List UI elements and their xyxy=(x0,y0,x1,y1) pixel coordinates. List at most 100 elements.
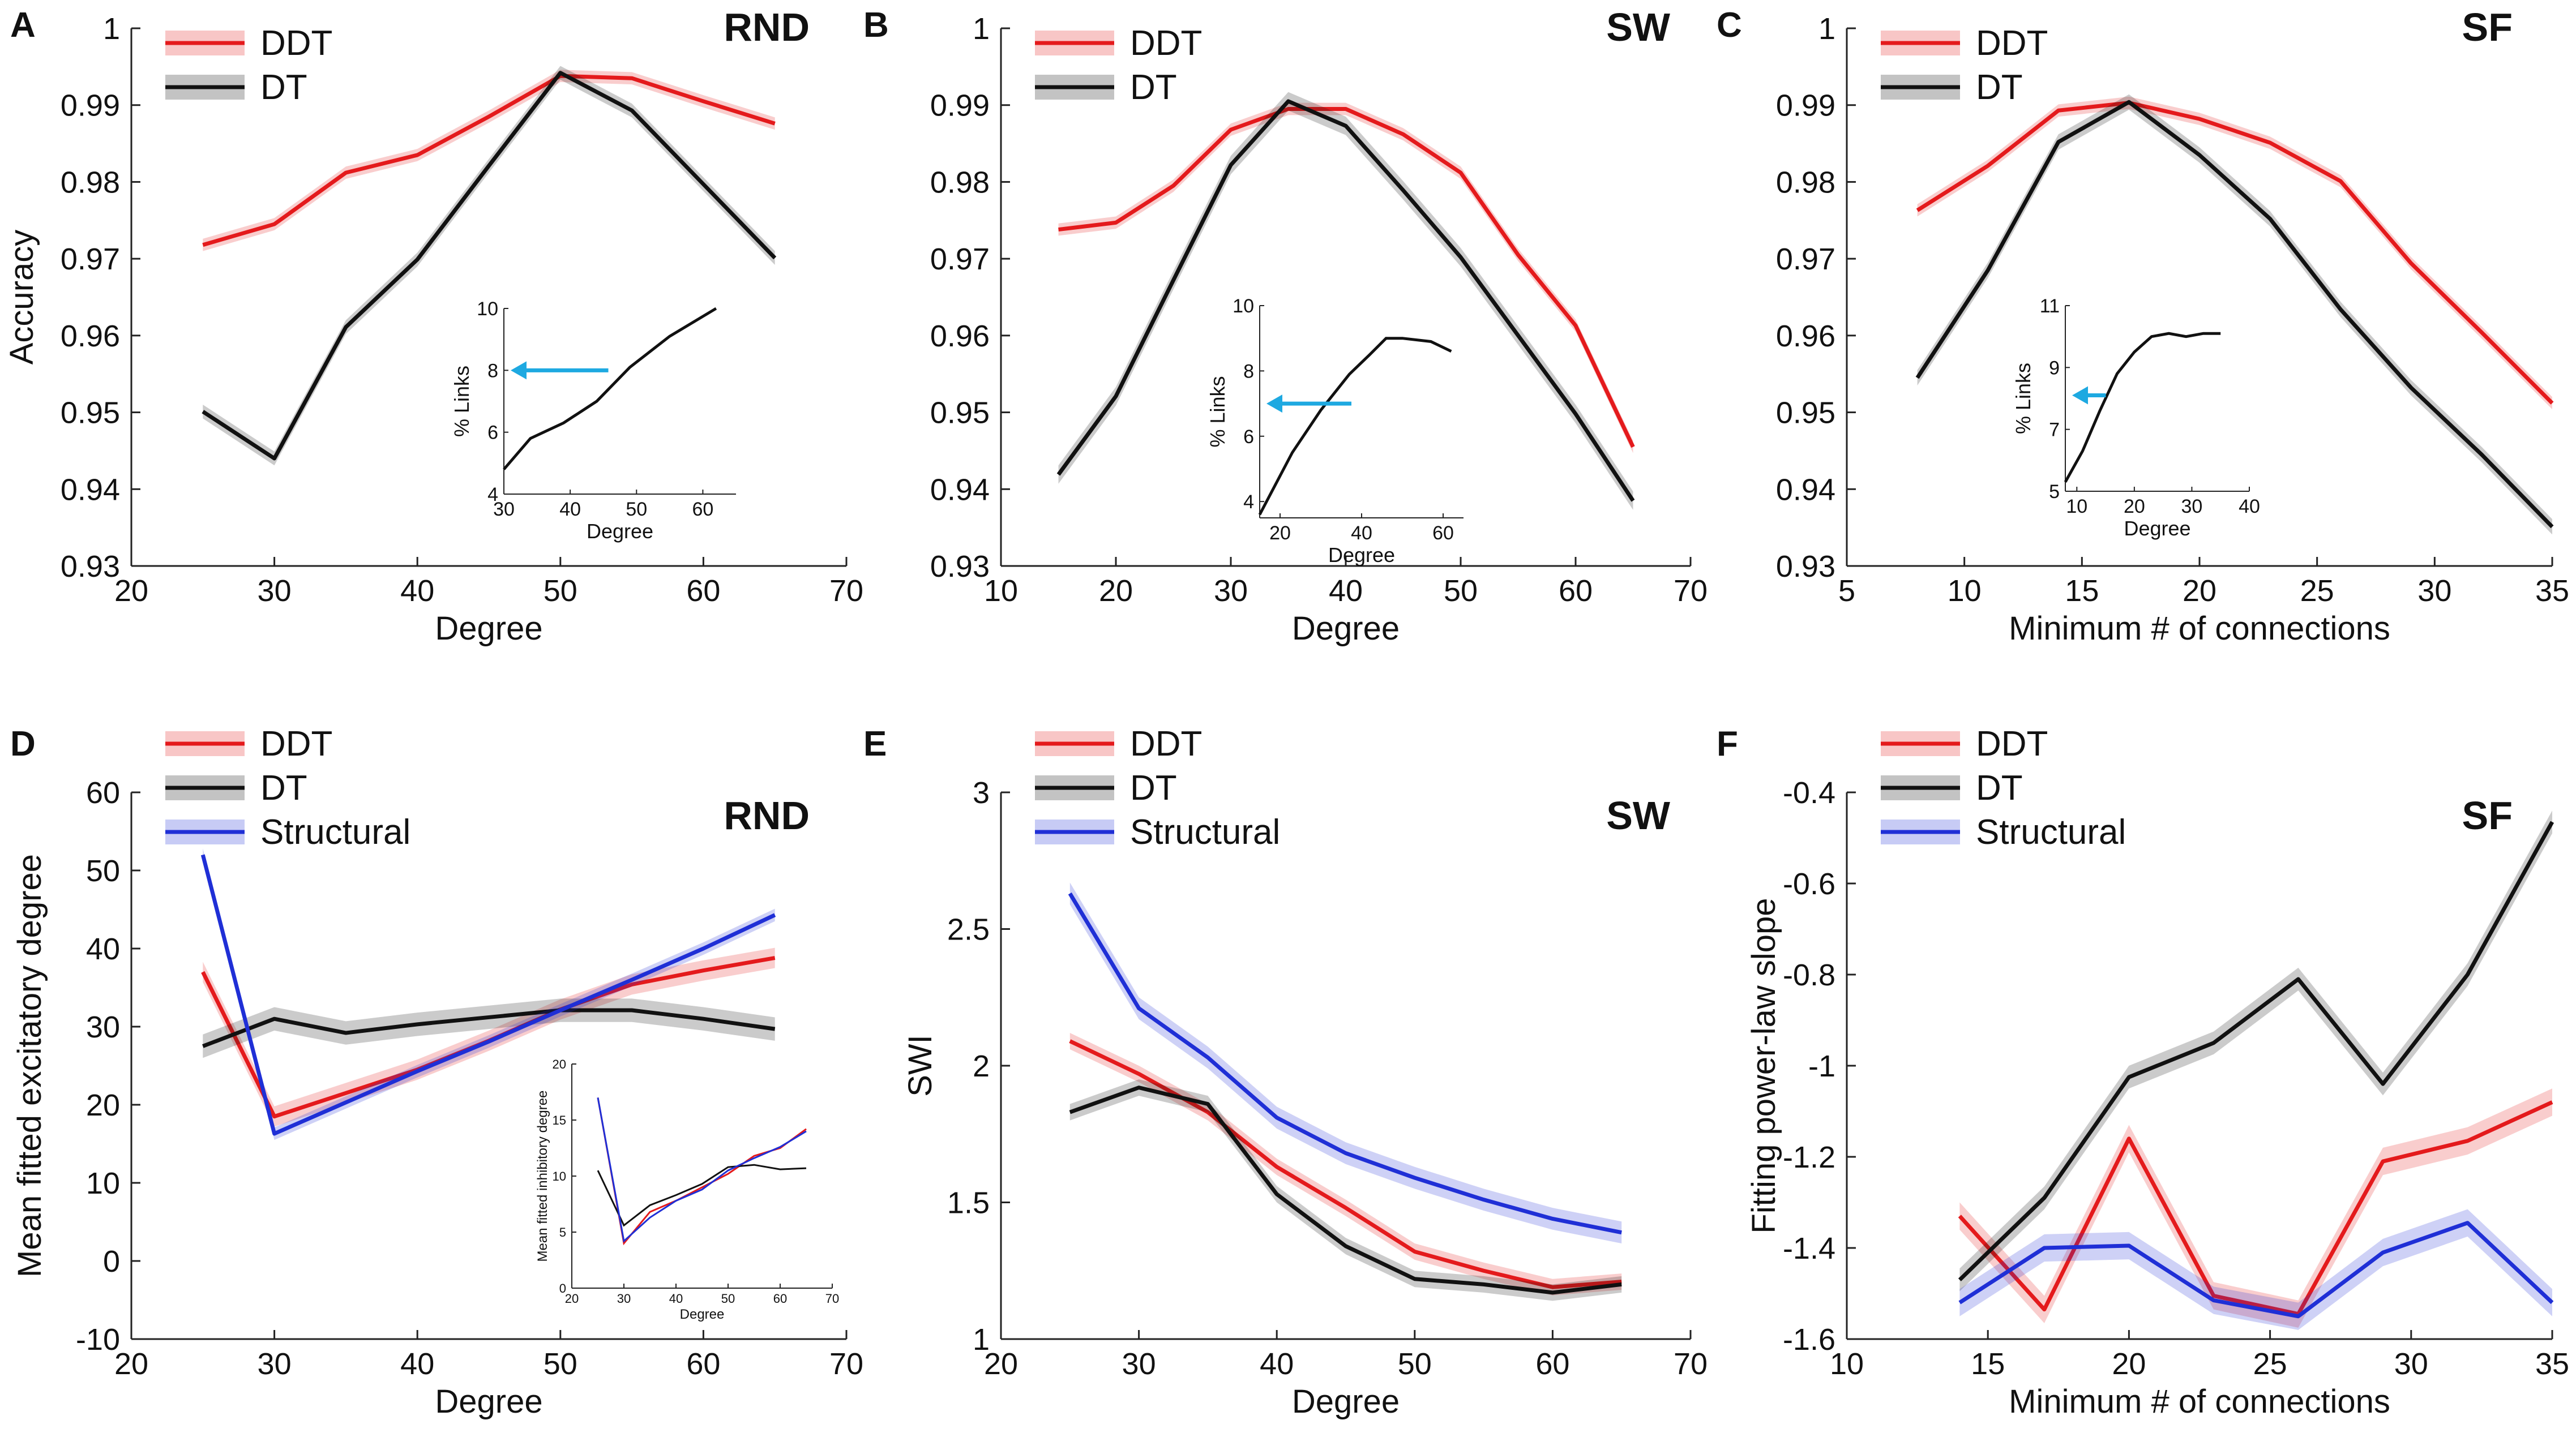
legend-label-ddt: DDT xyxy=(1130,724,1202,763)
x-tick-label: 10 xyxy=(1948,574,1982,608)
inset-x-tick-label: 20 xyxy=(2124,496,2145,517)
y-tick-label: 0.93 xyxy=(1776,550,1835,584)
x-tick-label: 60 xyxy=(686,1347,720,1381)
inset-x-tick-label: 60 xyxy=(773,1292,787,1306)
legend-label-dt: DT xyxy=(260,769,307,808)
y-tick-label: 40 xyxy=(86,932,120,966)
legend-label-dt: DT xyxy=(1130,68,1177,107)
y-tick-label: 50 xyxy=(86,854,120,888)
y-tick-label: 0 xyxy=(103,1245,120,1279)
inset-y-tick-label: 6 xyxy=(1243,426,1254,448)
series-line-dt xyxy=(1958,821,2554,1281)
x-tick-label: 30 xyxy=(2394,1347,2428,1381)
x-tick-label: 25 xyxy=(2253,1347,2287,1381)
panel-letter: F xyxy=(1717,724,1738,763)
panel-letter: C xyxy=(1717,6,1742,45)
y-tick-label: -0.8 xyxy=(1783,958,1835,992)
inset-x-tick-label: 20 xyxy=(1269,522,1291,544)
series-line-structural xyxy=(1068,892,1622,1235)
inset-links-line xyxy=(1258,337,1452,516)
network-type-label: SW xyxy=(1606,793,1670,838)
legend-label-ddt: DDT xyxy=(1130,24,1202,63)
x-tick-label: 20 xyxy=(114,574,148,608)
y-axis-label: SWI xyxy=(902,1035,939,1097)
x-tick-label: 15 xyxy=(1971,1347,2005,1381)
y-tick-label: 10 xyxy=(86,1166,120,1200)
x-tick-label: 20 xyxy=(114,1347,148,1381)
inset-y-axis-label: Mean fitted inhibitory degree xyxy=(535,1091,550,1262)
x-tick-label: 40 xyxy=(400,574,434,608)
x-tick-label: 50 xyxy=(544,1347,577,1381)
inset-chart: 20 30 40 50 60 70 0 5 10 15 20 Degree Mean fitted in… xyxy=(535,1057,839,1322)
x-tick-label: 60 xyxy=(686,574,720,608)
inset-y-tick-label: 5 xyxy=(2049,481,2060,503)
inset-y-tick-label: 5 xyxy=(559,1225,566,1239)
y-tick-label: 0.98 xyxy=(930,165,990,199)
network-type-label: SF xyxy=(2462,793,2513,838)
y-tick-label: 0.97 xyxy=(930,242,990,276)
inset-y-tick-label: 6 xyxy=(487,422,498,444)
y-tick-label: 1 xyxy=(1818,12,1835,46)
inset-y-tick-label: 20 xyxy=(553,1057,566,1071)
inset-y-axis-label: % Links xyxy=(1206,376,1229,447)
y-tick-label: 1 xyxy=(973,12,990,46)
legend-label-dt: DT xyxy=(1976,68,2023,107)
inset-background xyxy=(572,1064,832,1288)
inset-x-tick-label: 40 xyxy=(559,499,581,520)
panel-B: B SW 10 20 30 40 50 60 70 0.93 0.94 0.95 0.96 0.97 0.9… xyxy=(863,5,1708,647)
y-tick-label: 0.96 xyxy=(930,319,990,353)
y-tick-label: 0.98 xyxy=(61,165,120,199)
legend-label-dt: DT xyxy=(1976,769,2023,808)
network-type-label: RND xyxy=(724,5,810,49)
x-tick-label: 15 xyxy=(2065,574,2099,608)
panel-F: F SF 10 15 20 25 30 35 -1.6 -1.4 -1.2 -1 -0.8 -0.6 -0.… xyxy=(1717,724,2569,1420)
x-tick-label: 50 xyxy=(1444,574,1478,608)
y-tick-label: 0.94 xyxy=(61,473,120,507)
x-axis-label: Degree xyxy=(1292,1383,1400,1420)
x-tick-label: 20 xyxy=(2112,1347,2146,1381)
series-band-structural xyxy=(1069,882,1622,1243)
x-tick-label: 30 xyxy=(258,1347,292,1381)
y-tick-label: 2 xyxy=(973,1049,990,1083)
y-tick-label: -1.4 xyxy=(1783,1232,1835,1265)
y-tick-label: 3 xyxy=(973,776,990,810)
y-tick-label: 0.93 xyxy=(930,550,990,584)
inset-background xyxy=(2065,306,2249,491)
y-tick-label: -1.6 xyxy=(1783,1323,1835,1357)
legend-label-structural: Structural xyxy=(260,813,410,852)
y-tick-label: 0.94 xyxy=(1776,473,1835,507)
inset-y-tick-label: 10 xyxy=(1233,295,1254,317)
inset-x-tick-label: 20 xyxy=(565,1292,579,1306)
inset-x-tick-label: 40 xyxy=(2239,496,2260,517)
x-tick-label: 10 xyxy=(984,574,1018,608)
inset-chart: 10 20 30 40 5 7 9 11 Degree % Links xyxy=(2012,295,2260,540)
arrow-head-icon xyxy=(1266,394,1282,413)
y-tick-label: 0.97 xyxy=(1776,242,1835,276)
inset-x-tick-label: 60 xyxy=(1432,522,1454,544)
inset-y-tick-label: 0 xyxy=(559,1281,566,1295)
x-tick-label: 5 xyxy=(1838,574,1855,608)
inset-background xyxy=(1260,306,1464,518)
legend-label-ddt: DDT xyxy=(260,24,332,63)
series-band-ddt xyxy=(203,70,775,251)
inset-y-tick-label: 8 xyxy=(487,360,498,381)
series-line-structural xyxy=(1958,1221,2554,1319)
series-line-dt xyxy=(1915,100,2554,529)
series-line-dt xyxy=(1069,1086,1622,1295)
x-tick-label: 30 xyxy=(1122,1347,1156,1381)
series-band-ddt xyxy=(1069,1033,1622,1295)
panel-letter: D xyxy=(10,724,36,763)
y-tick-label: 0.95 xyxy=(61,396,120,430)
inset-x-tick-label: 70 xyxy=(825,1292,839,1306)
x-tick-label: 50 xyxy=(544,574,577,608)
x-tick-label: 70 xyxy=(829,1347,863,1381)
y-tick-label: 0.98 xyxy=(1776,165,1835,199)
series-line-ddt xyxy=(1958,1100,2553,1316)
x-axis-label: Minimum # of connections xyxy=(2009,1383,2390,1420)
x-axis-label: Degree xyxy=(435,610,542,647)
inset-x-axis-label: Degree xyxy=(2124,517,2190,540)
x-tick-label: 50 xyxy=(1398,1347,1432,1381)
y-tick-label: -1.2 xyxy=(1783,1140,1835,1174)
inset-line-structural xyxy=(597,1097,807,1243)
